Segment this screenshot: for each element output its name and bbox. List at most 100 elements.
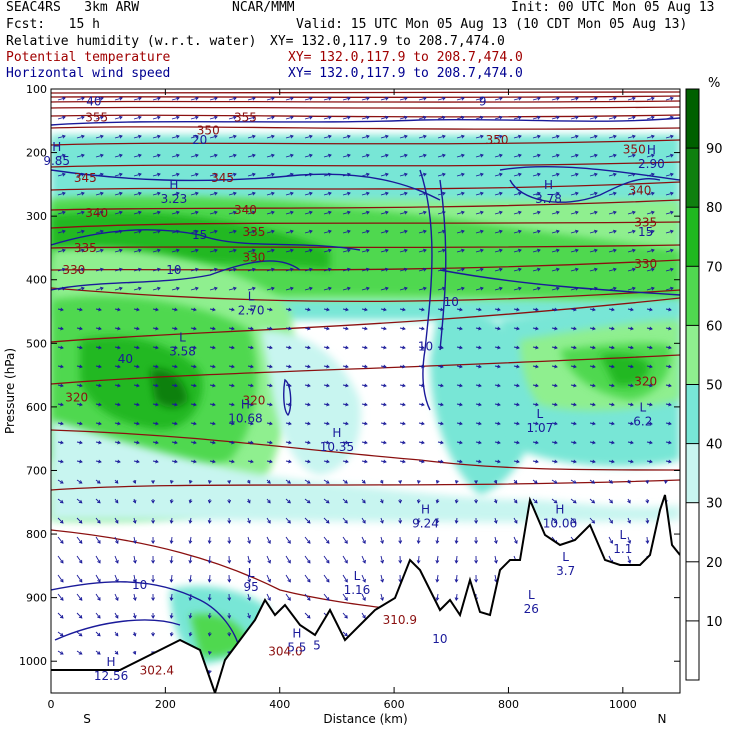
- wind-vector: [247, 211, 256, 215]
- wind-vector-head: [592, 383, 596, 388]
- wind-vector: [361, 173, 370, 177]
- wind-vector: [399, 173, 408, 177]
- wind-vector-head: [289, 191, 294, 196]
- wind-vector-head: [327, 267, 332, 272]
- wind-vector: [589, 287, 598, 291]
- wind-vector-head: [136, 345, 140, 350]
- wind-vector-head: [213, 229, 218, 234]
- wind-vector-head: [649, 421, 653, 426]
- wind-vector-head: [421, 459, 425, 464]
- wind-vector-head: [175, 210, 180, 215]
- wind-vector: [170, 536, 173, 544]
- wind-vector: [627, 97, 636, 101]
- wind-vector-head: [555, 229, 560, 234]
- wind-vector-head: [307, 364, 311, 369]
- wind-vector-head: [308, 191, 313, 196]
- wind-vector: [361, 135, 370, 139]
- wind-vector-head: [364, 402, 368, 407]
- wind-vector-head: [516, 383, 520, 388]
- wind-vector: [589, 97, 598, 101]
- wind-vector: [494, 536, 497, 544]
- wind-vector-head: [132, 632, 137, 637]
- wind-vector: [513, 249, 522, 253]
- wind-vector: [475, 268, 484, 272]
- wind-vector-head: [459, 402, 463, 407]
- wind-vector: [532, 116, 541, 120]
- wind-vector-head: [231, 383, 235, 388]
- wind-vector: [436, 593, 439, 601]
- wind-vector-head: [440, 383, 444, 388]
- wind-vector-head: [669, 267, 674, 272]
- wind-vector-head: [669, 248, 674, 253]
- wind-vector-head: [156, 191, 161, 196]
- wind-vector-head: [267, 499, 271, 504]
- wind-vector: [171, 230, 180, 234]
- wind-vector-head: [251, 134, 256, 139]
- colorbar-segment: [686, 502, 699, 562]
- wind-vector-head: [250, 402, 254, 407]
- wind-vector-head: [115, 559, 119, 564]
- wind-vector-head: [174, 383, 178, 388]
- x-tick-label: 800: [498, 698, 519, 711]
- extremum-type: L: [179, 331, 186, 345]
- wind-vector-head: [136, 459, 140, 464]
- wind-vector-head: [460, 229, 465, 234]
- wind-vector-head: [251, 248, 256, 253]
- wind-vector: [342, 612, 348, 619]
- wind-vector-head: [132, 540, 137, 545]
- wind-vector-head: [650, 134, 655, 139]
- wind-vector-head: [307, 440, 311, 445]
- wind-vector-head: [379, 499, 384, 504]
- wind-vector-head: [668, 402, 672, 407]
- wind-vector-head: [422, 210, 427, 215]
- wind-vector: [304, 249, 313, 253]
- wind-vector: [228, 192, 237, 196]
- wind-vector: [95, 97, 104, 101]
- wind-vector: [494, 211, 503, 215]
- wind-vector-head: [98, 307, 102, 312]
- wind-vector: [551, 230, 560, 234]
- wind-vector: [380, 249, 389, 253]
- wind-vector: [114, 192, 123, 196]
- wind-vector: [171, 287, 180, 291]
- wind-vector-head: [232, 191, 237, 196]
- extremum-type: L: [248, 566, 255, 580]
- wind-vector-head: [593, 210, 598, 215]
- wind-vector: [436, 555, 439, 563]
- wind-vector-head: [78, 632, 83, 637]
- wind-vector: [171, 97, 180, 101]
- wind-vector-head: [194, 229, 199, 234]
- wind-vector-head: [593, 115, 598, 120]
- colorbar-segment: [686, 443, 699, 503]
- wind-vectors: [57, 96, 674, 693]
- wind-vector-head: [99, 267, 104, 272]
- wind-vector: [361, 612, 366, 619]
- wind-vector-head: [650, 153, 655, 158]
- wind-vector-head: [307, 421, 311, 426]
- wind-vector: [342, 268, 351, 272]
- wind-vector: [551, 173, 560, 177]
- wind-vector: [285, 593, 291, 601]
- wind-vector-head: [474, 499, 478, 504]
- wind-vector-head: [668, 459, 672, 464]
- wind-vector-head: [422, 286, 427, 291]
- wind-vector-head: [115, 578, 119, 583]
- wind-vector: [57, 154, 66, 158]
- wind-vector-head: [346, 267, 351, 272]
- wind-vector-head: [78, 540, 83, 544]
- wind-vector-head: [416, 520, 421, 524]
- wind-vector-head: [98, 459, 102, 464]
- wind-vector: [589, 479, 595, 484]
- wind-vector-head: [156, 153, 161, 158]
- wind-vector-head: [517, 229, 522, 234]
- wind-vector-head: [155, 326, 159, 331]
- wind-vector: [228, 287, 237, 291]
- wind-vector: [608, 536, 613, 544]
- wind-vector: [266, 249, 275, 253]
- wind-vector-head: [96, 651, 101, 655]
- wind-vector-head: [479, 96, 484, 101]
- wind-vector: [418, 97, 427, 101]
- wind-vector: [285, 555, 291, 564]
- wind-vector-head: [327, 153, 332, 158]
- colorbar-unit: %: [708, 76, 720, 91]
